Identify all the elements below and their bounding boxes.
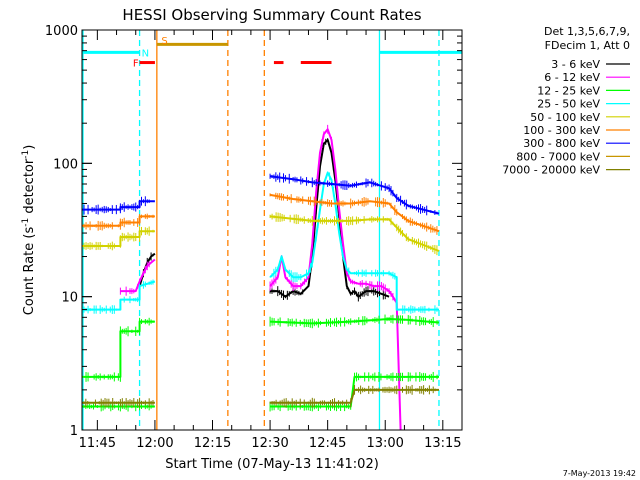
series-2-segment-0 <box>82 320 155 378</box>
series-3-segment-0 <box>82 280 156 311</box>
x-tick-label-1: 12:00 <box>136 436 173 451</box>
legend-header-line2: FDecim 1, Att 0 <box>545 39 630 52</box>
x-axis: 11:45 12:00 12:15 12:30 12:45 13:00 13:15 <box>79 30 463 451</box>
legend-label-8: 7000 - 20000 keV <box>502 164 600 177</box>
y-axis-label-sup1: -1 <box>21 218 31 227</box>
series-5-segment-1 <box>269 193 440 233</box>
x-tick-label-0: 11:45 <box>79 436 116 451</box>
series-6 <box>81 172 440 216</box>
series-2 <box>81 314 440 412</box>
legend-label-5: 100 - 300 keV <box>523 124 600 137</box>
legend: Det 1,3,5,6,7,9, FDecim 1, Att 0 3 - 6 k… <box>502 25 630 177</box>
y-tick-label-3: 1000 <box>45 24 78 39</box>
series-1 <box>119 124 402 431</box>
y-axis-label-end: ) <box>22 145 37 150</box>
x-tick-label-2: 12:15 <box>194 436 231 451</box>
y-axis-label-mid: detector <box>22 158 37 218</box>
legend-header-line1: Det 1,3,5,6,7,9, <box>544 25 630 38</box>
series-8 <box>81 384 439 408</box>
chart-title: HESSI Observing Summary Count Rates <box>122 6 421 24</box>
series-4-segment-1 <box>269 215 440 252</box>
y-axis-label: Count Rate (s-1 detector-1) <box>21 145 37 316</box>
legend-label-2: 12 - 25 keV <box>537 84 600 97</box>
x-axis-label: Start Time (07-May-13 11:41:02) <box>165 457 379 472</box>
x-tick-label-4: 12:45 <box>309 436 346 451</box>
legend-label-0: 3 - 6 keV <box>551 58 600 71</box>
legend-label-3: 25 - 50 keV <box>537 98 600 111</box>
x-tick-label-6: 13:15 <box>424 436 461 451</box>
y-tick-label-0: 1 <box>70 424 78 439</box>
series-3 <box>81 171 439 314</box>
legend-label-7: 800 - 7000 keV <box>516 150 600 163</box>
legend-label-6: 300 - 800 keV <box>523 137 600 150</box>
x-tick-label-5: 13:00 <box>366 436 403 451</box>
series-5 <box>81 192 440 235</box>
series-4-segment-0 <box>82 230 155 247</box>
series-6-segment-0 <box>82 200 155 211</box>
y-tick-label-1: 10 <box>61 291 78 306</box>
y-tick-label-2: 100 <box>53 157 78 172</box>
plot-content: FN S <box>81 30 462 431</box>
plot-frame <box>81 29 463 431</box>
series-4 <box>81 212 440 256</box>
y-axis: 1 10 100 1000 <box>45 24 462 439</box>
flag-F: F <box>133 59 139 70</box>
footer-date: 7-May-2013 19:42 <box>563 469 636 478</box>
y-axis-label-sup2: -1 <box>21 150 31 159</box>
y-axis-label-main: Count Rate (s <box>22 227 37 316</box>
flag-S: S <box>161 36 167 47</box>
legend-label-1: 6 - 12 keV <box>544 71 600 84</box>
flag-N: N <box>142 48 149 59</box>
legend-label-4: 50 - 100 keV <box>530 111 600 124</box>
x-tick-label-3: 12:30 <box>251 436 288 451</box>
